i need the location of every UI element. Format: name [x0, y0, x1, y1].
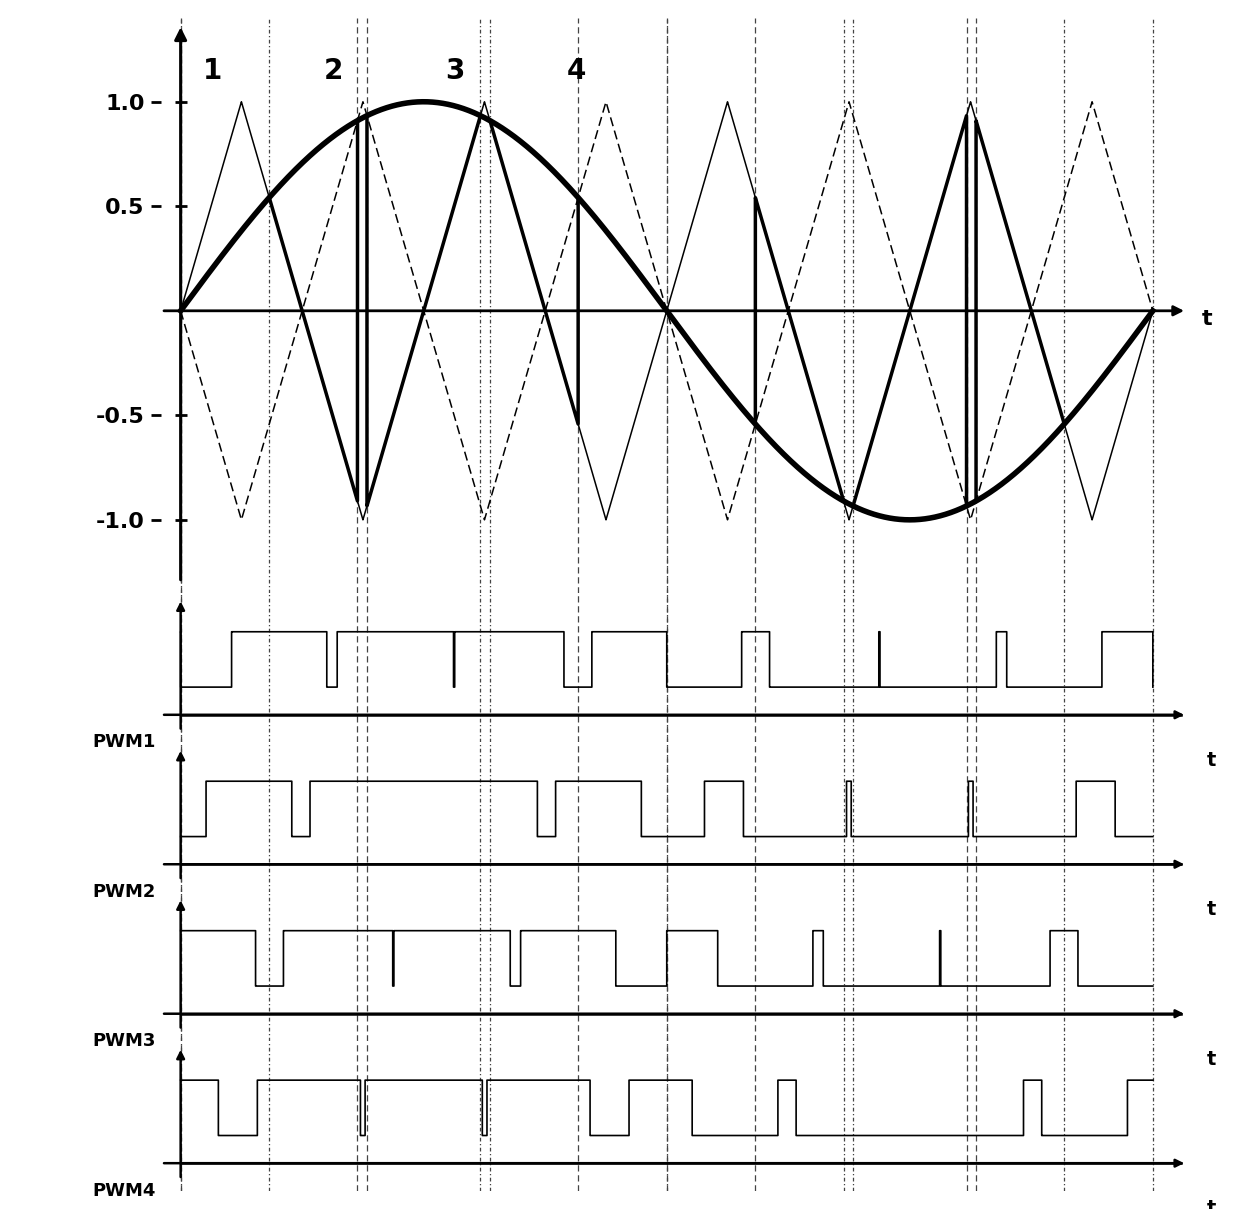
Text: t: t: [1202, 310, 1211, 329]
Text: t: t: [1207, 1049, 1216, 1069]
Text: t: t: [1207, 751, 1216, 770]
Text: PWM2: PWM2: [93, 883, 156, 901]
Text: 2: 2: [324, 57, 343, 85]
Text: PWM3: PWM3: [93, 1032, 156, 1051]
Text: 4: 4: [567, 57, 587, 85]
Text: PWM1: PWM1: [93, 734, 156, 752]
Text: 3: 3: [445, 57, 465, 85]
Text: t: t: [1207, 901, 1216, 919]
Text: PWM4: PWM4: [93, 1182, 156, 1199]
Text: 1: 1: [202, 57, 222, 85]
Text: t: t: [1207, 1199, 1216, 1209]
